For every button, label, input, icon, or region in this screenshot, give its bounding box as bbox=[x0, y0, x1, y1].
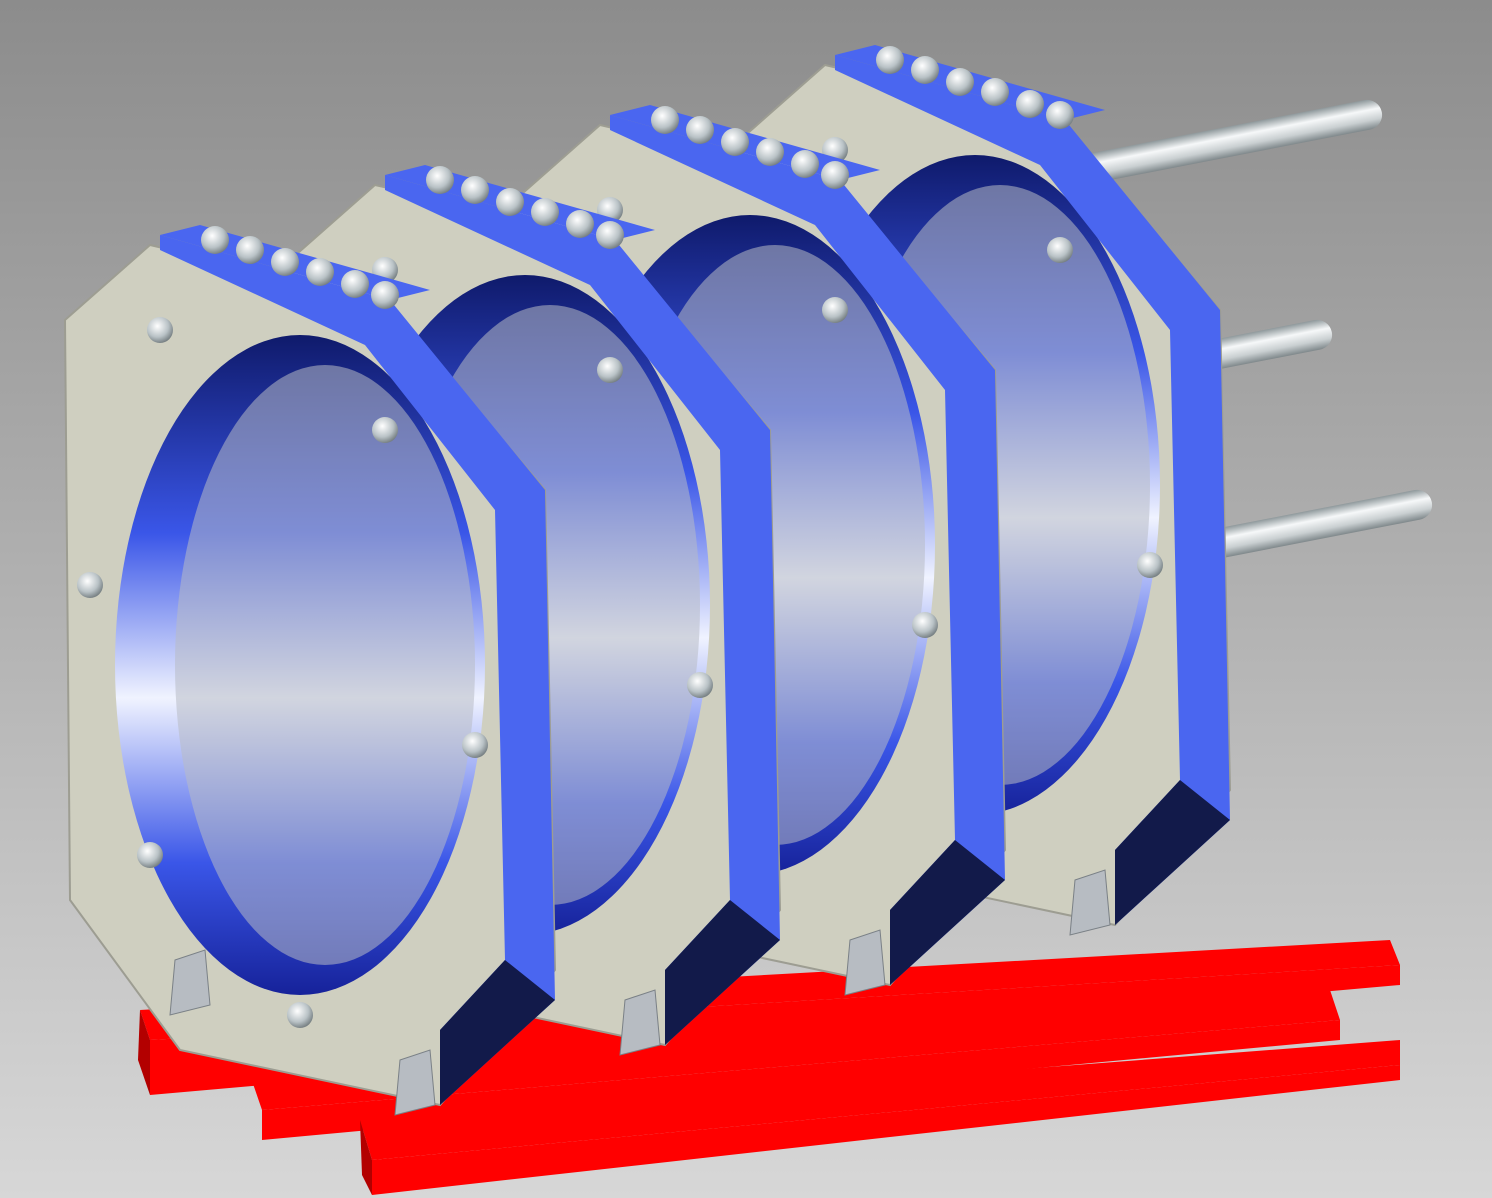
bolt bbox=[462, 732, 488, 758]
foot-bracket bbox=[169, 949, 211, 1016]
side-plate-lower bbox=[1115, 780, 1230, 925]
fitting-knob[interactable] bbox=[721, 128, 749, 156]
side-plate-lower bbox=[890, 840, 1005, 985]
fitting-knob[interactable] bbox=[686, 116, 714, 144]
fitting-knob[interactable] bbox=[946, 68, 974, 96]
ring-interior bbox=[175, 365, 475, 965]
fitting-knob[interactable] bbox=[1046, 101, 1074, 129]
bolt bbox=[147, 317, 173, 343]
fitting-knob[interactable] bbox=[981, 78, 1009, 106]
bolt bbox=[372, 417, 398, 443]
foot-bracket bbox=[1069, 869, 1111, 936]
fitting-knob[interactable] bbox=[566, 210, 594, 238]
side-plate bbox=[835, 55, 1230, 925]
bolt bbox=[137, 842, 163, 868]
bolt bbox=[687, 672, 713, 698]
fitting-knob[interactable] bbox=[341, 270, 369, 298]
side-plate bbox=[385, 175, 780, 1045]
top-fittings[interactable] bbox=[426, 166, 624, 249]
fitting-knob[interactable] bbox=[531, 198, 559, 226]
foot-bracket bbox=[619, 989, 661, 1056]
foot-brackets bbox=[169, 949, 436, 1116]
fitting-knob[interactable] bbox=[756, 138, 784, 166]
side-plate-lower bbox=[440, 960, 555, 1105]
fitting-knob[interactable] bbox=[271, 248, 299, 276]
fitting-knob[interactable] bbox=[236, 236, 264, 264]
ring-frame-1[interactable] bbox=[63, 225, 557, 1116]
bolt bbox=[287, 1002, 313, 1028]
side-plate bbox=[160, 235, 555, 1105]
bolt bbox=[1137, 552, 1163, 578]
fitting-knob[interactable] bbox=[821, 161, 849, 189]
frame-bolts bbox=[77, 317, 488, 1028]
fitting-knob[interactable] bbox=[306, 258, 334, 286]
bolt bbox=[912, 612, 938, 638]
foot-bracket bbox=[844, 929, 886, 996]
fitting-knob[interactable] bbox=[596, 221, 624, 249]
foot-bracket bbox=[394, 1049, 436, 1116]
side-plate-lower bbox=[665, 900, 780, 1045]
fitting-knob[interactable] bbox=[426, 166, 454, 194]
side-plate bbox=[610, 115, 1005, 985]
fitting-knob[interactable] bbox=[201, 226, 229, 254]
fitting-knob[interactable] bbox=[461, 176, 489, 204]
bolt bbox=[822, 297, 848, 323]
fitting-knob[interactable] bbox=[371, 281, 399, 309]
fitting-knob[interactable] bbox=[876, 46, 904, 74]
top-fittings[interactable] bbox=[876, 46, 1074, 129]
top-fittings[interactable] bbox=[201, 226, 399, 309]
fitting-knob[interactable] bbox=[911, 56, 939, 84]
fitting-knob[interactable] bbox=[651, 106, 679, 134]
top-fittings[interactable] bbox=[651, 106, 849, 189]
fitting-knob[interactable] bbox=[1016, 90, 1044, 118]
fitting-knob[interactable] bbox=[791, 150, 819, 178]
fitting-knob[interactable] bbox=[496, 188, 524, 216]
bolt bbox=[1047, 237, 1073, 263]
bolt bbox=[77, 572, 103, 598]
bolt bbox=[597, 357, 623, 383]
